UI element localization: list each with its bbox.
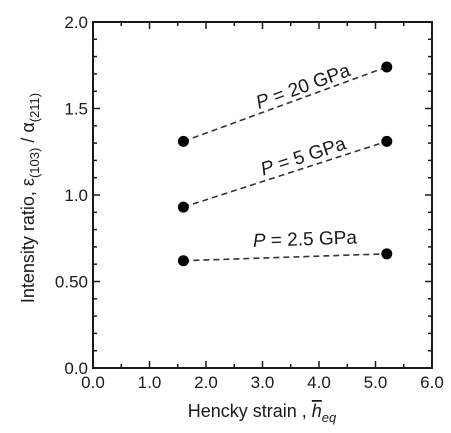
series-line [183, 66, 388, 143]
x-tick-label: 5.0 [364, 373, 388, 392]
x-tick-label: 3.0 [251, 373, 275, 392]
plot-area [92, 21, 433, 369]
y-tick-label: 0.50 [55, 273, 88, 292]
y-tick-label: 1.0 [64, 186, 88, 205]
series-line [183, 253, 387, 262]
data-point [177, 201, 189, 213]
plot-frame [92, 21, 433, 369]
y-tick-label: 1.5 [64, 100, 88, 119]
series-label: P = 5 GPa [258, 133, 349, 180]
data-point [381, 61, 393, 73]
x-tick-label: 2.0 [194, 373, 218, 392]
series-label: P = 2.5 GPa [253, 228, 358, 253]
series-line [183, 140, 388, 208]
data-point [381, 248, 393, 260]
x-axis-title: Hencky strain , heq [188, 401, 337, 425]
series: P = 2.5 GPa [177, 228, 393, 267]
series-label: P = 20 GPa [253, 60, 353, 114]
data-point [381, 135, 393, 147]
y-axis-title: Intensity ratio, ε(103) / α(211) [18, 93, 42, 303]
data-point [177, 135, 189, 147]
y-tick-label: 2.0 [64, 13, 88, 32]
x-tick-label: 0.0 [81, 373, 105, 392]
x-tick-label: 4.0 [307, 373, 331, 392]
series: P = 20 GPa [177, 60, 393, 147]
y-tick-label: 0.0 [64, 359, 88, 378]
x-axis: 0.0 1.0 2.0 3.0 4.0 5.0 6.0 [81, 22, 444, 392]
series: P = 5 GPa [177, 133, 393, 213]
data-point [177, 255, 189, 267]
x-tick-label: 6.0 [420, 373, 444, 392]
series-layer: P = 20 GPa P = 5 GPa P = 2.5 GPa [177, 60, 393, 267]
x-tick-label: 1.0 [138, 373, 162, 392]
y-axis: 0.0 0.50 1.0 1.5 2.0 [55, 13, 432, 378]
